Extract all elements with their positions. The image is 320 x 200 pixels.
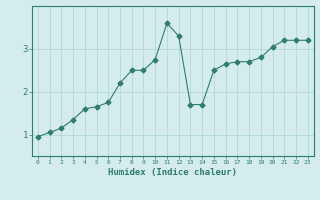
X-axis label: Humidex (Indice chaleur): Humidex (Indice chaleur) [108, 168, 237, 177]
